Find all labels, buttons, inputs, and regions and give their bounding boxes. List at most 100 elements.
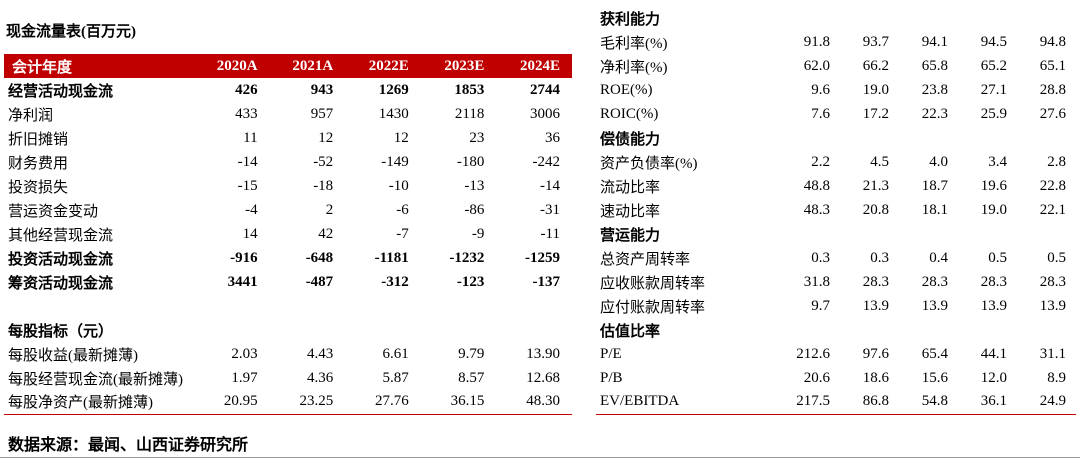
cash-flow-row: 投资损失 -15 -18 -10 -13 -14 — [4, 174, 572, 198]
row-value: 28.3 — [1039, 273, 1066, 290]
row-value — [345, 294, 421, 318]
row-value: -487 — [305, 273, 334, 290]
row-label: 每股经营现金流(最新摊薄) — [8, 371, 183, 388]
row-value: -916 — [230, 249, 258, 266]
row-value: -13 — [464, 177, 485, 194]
ratio-row: ROIC(%) 7.6 17.2 22.3 25.9 27.6 — [596, 102, 1076, 126]
row-value: 4.5 — [870, 153, 889, 170]
row-value: 23 — [469, 129, 485, 146]
row-value: 28.3 — [862, 273, 889, 290]
row-value: -312 — [381, 273, 409, 290]
row-value: 433 — [235, 105, 258, 122]
row-label: P/B — [600, 369, 623, 386]
row-value — [421, 294, 497, 318]
row-value: 1.97 — [231, 369, 258, 386]
row-value: 22.8 — [1039, 177, 1066, 194]
row-label: 估值比率 — [600, 323, 661, 340]
row-value: -10 — [388, 177, 409, 194]
row-value — [781, 6, 840, 30]
row-value — [270, 318, 346, 342]
row-value — [840, 318, 899, 342]
row-value: -86 — [464, 201, 485, 218]
row-value — [781, 318, 840, 342]
year-column-header: 2024E — [496, 54, 572, 78]
row-value: 13.9 — [980, 297, 1007, 314]
row-value: 48.8 — [803, 177, 830, 194]
row-value — [781, 126, 840, 150]
fiscal-year-header-row: 会计年度 2020A 2021A 2022E 2023E 2024E — [4, 54, 572, 78]
row-value: 65.8 — [921, 57, 948, 74]
row-value — [421, 318, 497, 342]
row-label: 应付账款周转率 — [600, 299, 706, 316]
ratio-row: 毛利率(%) 91.8 93.7 94.1 94.5 94.8 — [596, 30, 1076, 54]
row-value: 2118 — [454, 105, 485, 122]
row-value: 86.8 — [840, 390, 899, 415]
row-value: 28.3 — [921, 273, 948, 290]
row-value: 12 — [393, 129, 409, 146]
ratio-row: P/E 212.6 97.6 65.4 44.1 31.1 — [596, 342, 1076, 366]
row-value — [899, 126, 958, 150]
ratio-row: 净利率(%) 62.0 66.2 65.8 65.2 65.1 — [596, 54, 1076, 78]
row-value: 2744 — [530, 81, 560, 98]
row-value — [899, 318, 958, 342]
row-label: 偿债能力 — [600, 131, 661, 148]
row-value — [958, 222, 1017, 246]
row-value: 44.1 — [980, 345, 1007, 362]
row-value: 24.9 — [1017, 390, 1076, 415]
row-value: 4.36 — [306, 369, 334, 386]
row-label: 每股净资产(最新摊薄) — [4, 390, 194, 415]
row-value — [194, 294, 270, 318]
fiscal-year-header: 会计年度 — [4, 54, 194, 78]
row-value: -1259 — [525, 249, 560, 266]
row-value: 8.9 — [1047, 369, 1066, 386]
ratio-row: 应收账款周转率 31.8 28.3 28.3 28.3 28.3 — [596, 270, 1076, 294]
row-value: 217.5 — [781, 390, 840, 415]
row-value: -4 — [245, 201, 258, 218]
row-value: 48.3 — [803, 201, 830, 218]
row-value — [496, 294, 572, 318]
year-column-header: 2022E — [345, 54, 421, 78]
cash-flow-row: 净利润 433 957 1430 2118 3006 — [4, 102, 572, 126]
row-value: 23.8 — [921, 81, 948, 98]
row-label: 资产负债率(%) — [600, 155, 698, 172]
row-value: 31.1 — [1039, 345, 1066, 362]
row-value: 11 — [243, 129, 258, 146]
tables-columns: 现金流量表(百万元) 会计年度 2020A 2021A 2022E 2023E 2024E… — [4, 6, 1076, 415]
row-value: 4.43 — [306, 345, 334, 362]
row-value: -7 — [396, 225, 409, 242]
row-value: 1853 — [454, 81, 485, 98]
row-value — [1017, 6, 1076, 30]
row-label: P/E — [600, 345, 622, 362]
row-value — [958, 318, 1017, 342]
row-value: 27.1 — [980, 81, 1007, 98]
row-value: 3441 — [227, 273, 258, 290]
row-value: 18.6 — [862, 369, 889, 386]
row-label: ROE(%) — [600, 81, 653, 98]
row-label: 营运能力 — [600, 227, 661, 244]
cash-flow-row: 投资活动现金流 -916 -648 -1181 -1232 -1259 — [4, 246, 572, 270]
row-label: 经营活动现金流 — [8, 83, 114, 100]
row-value — [1017, 222, 1076, 246]
row-value — [194, 318, 270, 342]
row-value: 1430 — [378, 105, 409, 122]
year-column-header: 2021A — [269, 54, 346, 78]
row-value: 21.3 — [862, 177, 889, 194]
cash-flow-row: 折旧摊销 11 12 12 23 36 — [4, 126, 572, 150]
row-value: 6.61 — [382, 345, 409, 362]
row-value: 4.0 — [929, 153, 948, 170]
row-value: 9.7 — [811, 297, 830, 314]
row-value: -31 — [540, 201, 560, 218]
row-label: 财务费用 — [8, 155, 69, 172]
cash-flow-section: 现金流量表(百万元) 会计年度 2020A 2021A 2022E 2023E 2024E… — [4, 6, 572, 415]
cash-flow-row: 每股净资产(最新摊薄) 20.95 23.25 27.76 36.15 48.30 — [4, 390, 572, 415]
row-value: 2 — [325, 201, 334, 218]
row-value: -137 — [532, 273, 561, 290]
row-value: 18.1 — [921, 201, 948, 218]
ratio-row: P/B 20.6 18.6 15.6 12.0 8.9 — [596, 366, 1076, 390]
row-value: -14 — [237, 153, 258, 170]
row-value: 13.9 — [862, 297, 889, 314]
row-value: -648 — [305, 249, 334, 266]
cash-flow-row — [4, 294, 572, 318]
row-value: -242 — [532, 153, 561, 170]
row-value: 36.1 — [958, 390, 1017, 415]
